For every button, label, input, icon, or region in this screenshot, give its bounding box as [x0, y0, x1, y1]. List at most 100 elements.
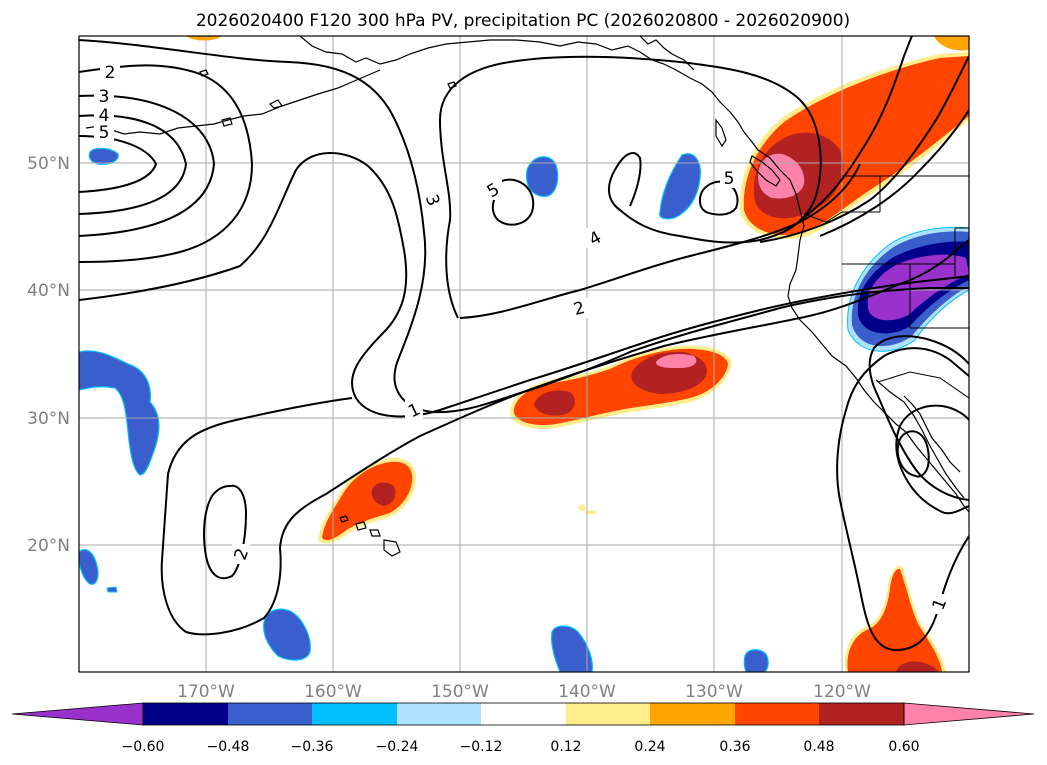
precip-pos-central-darkred-west: [534, 390, 575, 416]
lon-label: 170°W: [177, 682, 235, 702]
pv-contour-5-small-east: [698, 180, 739, 216]
pv-contour-4-central: [438, 55, 822, 319]
colorbar-tick-label: −0.12: [460, 739, 503, 755]
contour-label-bg: [100, 63, 120, 81]
precip-pos-hawaii-darkred: [371, 482, 396, 506]
colorbar-bin: [228, 703, 312, 725]
precip-neg-southwest-us-purple: [867, 254, 969, 321]
colorbar-bin: [481, 703, 566, 725]
pv-contours: [79, 36, 969, 652]
contour-label: 4: [99, 106, 110, 126]
contour-label-bg: [94, 123, 114, 141]
colorbar-tick-label: 0.12: [550, 739, 581, 755]
lat-label: 50°N: [27, 154, 70, 174]
pv-contour-3-east: [799, 36, 913, 221]
coast-hawaii: [339, 515, 401, 557]
colorbar-bin: [650, 703, 735, 725]
colorbar-tick-label: −0.60: [122, 739, 165, 755]
longitude-labels: 170°W 160°W 150°W 140°W 130°W 120°W: [177, 682, 871, 702]
contour-label-bg: [570, 298, 588, 318]
colorbar-tick-label: 0.48: [803, 739, 834, 755]
lon-label: 160°W: [304, 682, 362, 702]
colorbar-extend-low: [11, 702, 144, 726]
pv-contour-2-west: [79, 64, 254, 263]
precip-pos-top-small: [186, 36, 222, 41]
coast-vancouver-island: [749, 155, 781, 187]
pv-contour-3-east-2: [759, 55, 969, 243]
precip-neg-south-east-small: [743, 649, 769, 672]
contour-label-bg: [232, 544, 250, 564]
coastlines: [85, 36, 969, 557]
precip-neg-south-central: [551, 625, 593, 672]
latitude-labels: 50°N 40°N 30°N 20°N: [27, 154, 70, 556]
precip-pos-top-right-corner: [934, 36, 969, 51]
contour-label-bg: [94, 87, 114, 105]
pv-contour-3-trough: [79, 152, 969, 418]
lat-label: 40°N: [27, 281, 70, 301]
colorbar-tick-label: −0.36: [291, 739, 334, 755]
colorbar-tick-label: −0.48: [207, 739, 250, 755]
pv-contour-2-east: [819, 109, 969, 237]
pv-contour-inner-southeast: [896, 430, 930, 478]
pv-contour-2-southeast-loop: [868, 335, 969, 501]
coast-aleutians: [85, 69, 381, 135]
colorbar: −0.60 −0.48 −0.36 −0.24 −0.12 0.12 0.24 …: [11, 702, 1035, 755]
pv-contour-2-south-loop: [203, 484, 248, 580]
pv-contour-1-main: [185, 239, 969, 636]
coast-baja: [875, 379, 965, 499]
lon-label: 130°W: [685, 682, 743, 702]
colorbar-bin: [819, 703, 904, 725]
precip-pos-central-pink: [656, 354, 697, 368]
colorbar-bin: [143, 703, 228, 725]
colorbar-tick-label: 0.24: [634, 739, 665, 755]
colorbar-bin: [566, 703, 650, 725]
lon-label: 120°W: [813, 682, 871, 702]
precip-neg-north-central: [525, 156, 559, 197]
lon-label: 140°W: [558, 682, 616, 702]
pv-contour-3-west: [79, 94, 216, 237]
gridlines: [79, 36, 969, 672]
pv-contour-1-left: [160, 397, 353, 633]
precip-pos-hawaii-red: [322, 461, 413, 541]
coast-baja-east: [903, 395, 961, 473]
contour-label-bg: [586, 228, 604, 248]
contour-label-bg: [405, 400, 423, 420]
coast-alaska-islands: [199, 36, 695, 127]
precip-neg-west-edge: [79, 350, 160, 476]
contour-label: 2: [105, 63, 116, 83]
contour-label: 2: [571, 298, 587, 320]
map-frame: [78, 35, 970, 673]
colorbar-tick-label: 0.60: [888, 739, 919, 755]
precip-positive-areas: [186, 36, 969, 672]
map-panel: 2 3 4 5 3 5 5 4 2 1 2 1: [78, 35, 970, 673]
pv-contour-1-southeast: [836, 347, 969, 652]
precip-neg-far-west-small: [79, 549, 99, 585]
colorbar-tick-label: −0.24: [376, 739, 419, 755]
colorbar-bin: [735, 703, 819, 725]
pv-contour-labels: 2 3 4 5 3 5 5 4 2 1 2 1: [94, 63, 951, 614]
contour-label: 5: [724, 169, 735, 189]
colorbar-bin: [312, 703, 397, 725]
contour-label-bg: [424, 190, 442, 210]
colorbar-bin: [397, 703, 481, 725]
precip-neg-south-west: [263, 608, 311, 661]
coast-bc-pnw: [743, 131, 969, 513]
pv-contour-2-main: [79, 39, 969, 414]
colorbar-tick-label: 0.36: [719, 739, 750, 755]
coast-alaska: [299, 36, 745, 133]
contour-label: 3: [99, 87, 110, 107]
lon-label: 150°W: [431, 682, 489, 702]
precip-neg-north-east: [659, 153, 701, 220]
contour-label-bg: [930, 594, 948, 614]
lat-label: 20°N: [27, 536, 70, 556]
border-us-mexico: [877, 371, 969, 399]
precip-pos-tiny-yellow: [578, 504, 596, 514]
coast-haida-gwaii: [715, 118, 727, 148]
precip-pos-southeast-darkred: [896, 661, 938, 672]
pv-contour-4-west: [79, 114, 188, 215]
colorbar-extend-high: [903, 702, 1035, 726]
contour-label: 5: [99, 123, 110, 143]
pv-contour-5-small-west: [491, 178, 535, 226]
lat-label: 30°N: [27, 409, 70, 429]
